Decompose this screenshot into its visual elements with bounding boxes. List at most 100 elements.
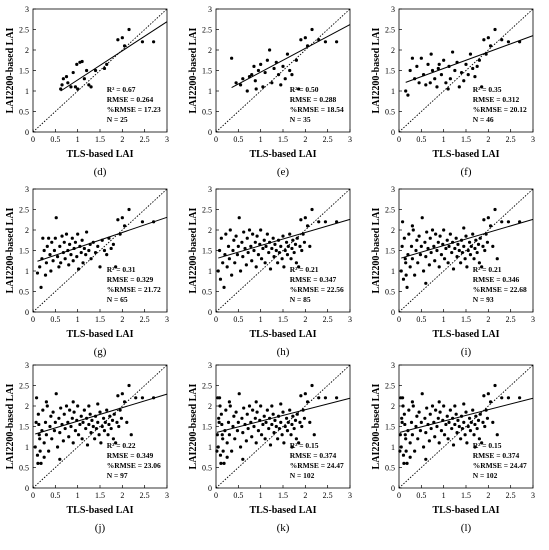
stat-text: RMSE = 0.349 (107, 451, 154, 460)
scatter-point (486, 392, 490, 396)
y-tick-label: 2 (391, 46, 395, 55)
scatter-point (477, 58, 481, 62)
scatter-point (419, 56, 423, 60)
x-tick-label: 2.5 (506, 491, 516, 500)
x-tick-label: 3 (348, 315, 352, 324)
x-tick-label: 1 (442, 491, 446, 500)
scatter-point (428, 412, 432, 416)
scatter-point (294, 437, 298, 441)
scatter-point (398, 433, 402, 437)
scatter-point (335, 396, 339, 400)
panel-label: (l) (461, 522, 472, 534)
x-tick-label: 2 (303, 491, 307, 500)
x-tick-label: 1.5 (278, 135, 288, 144)
scatter-point (410, 433, 414, 437)
scatter-point (265, 232, 269, 236)
scatter-point (453, 422, 457, 427)
scatter-point (310, 383, 314, 388)
scatter-panel: 0 0.5 1 1.5 2 2.5 3 0 0.5 1 1.5 2 2.5 3 R² = 0.15RMSE … (188, 361, 352, 534)
scatter-point (413, 77, 417, 81)
scatter-point (290, 445, 294, 449)
scatter-point (42, 455, 46, 459)
scatter-point (262, 414, 266, 418)
y-tick-label: 0 (25, 128, 29, 137)
scatter-point (265, 408, 269, 412)
scatter-point (110, 418, 115, 422)
scatter-point (435, 248, 439, 253)
scatter-point (34, 420, 38, 424)
scatter-point (59, 406, 63, 410)
scatter-point (473, 246, 477, 251)
scatter-point (474, 414, 478, 418)
scatter-point (84, 426, 88, 431)
scatter-point (96, 402, 100, 406)
scatter-point (247, 228, 252, 232)
scatter-point (71, 70, 75, 75)
scatter-point (462, 402, 466, 406)
scatter-point (417, 410, 421, 414)
scatter-point (423, 240, 427, 244)
scatter-point (480, 85, 484, 89)
scatter-point (233, 437, 237, 441)
scatter-point (453, 404, 457, 408)
x-tick-label: 0.5 (416, 491, 426, 500)
scatter-point (294, 58, 298, 62)
scatter-point (102, 66, 107, 71)
stat-text: N = 46 (473, 115, 494, 124)
stat-text: R² = 0.22 (107, 441, 136, 450)
scatter-point (261, 246, 265, 251)
scatter-point (410, 400, 414, 404)
x-tick-label: 2.5 (323, 135, 333, 144)
scatter-point (405, 285, 409, 289)
scatter-point (79, 250, 83, 255)
scatter-point (312, 433, 316, 437)
scatter-point (300, 248, 304, 253)
scatter-point (241, 255, 245, 259)
stat-text: N = 102 (473, 471, 498, 480)
scatter-point (488, 400, 493, 404)
stat-text: R² = 0.31 (107, 265, 136, 274)
scatter-point (317, 38, 321, 42)
scatter-point (71, 259, 75, 263)
scatter-point (290, 73, 294, 77)
scatter-point (478, 236, 482, 240)
scatter-point (230, 449, 234, 453)
scatter-point (251, 408, 255, 412)
scatter-point (398, 449, 402, 453)
scatter-point (455, 255, 459, 259)
scatter-point (93, 250, 98, 255)
scatter-panel: 0 0.5 1 1.5 2 2.5 3 0 0.5 1 1.5 2 2.5 3 R² = 0.67RMSE … (5, 5, 169, 178)
scatter-point (91, 240, 95, 244)
scatter-point (127, 27, 131, 32)
scatter-point (217, 396, 222, 400)
scatter-point (430, 404, 435, 408)
scatter-point (89, 431, 93, 435)
scatter-point (90, 418, 94, 422)
scatter-point (439, 253, 444, 257)
scatter-point (453, 246, 457, 251)
scatter-point (477, 437, 481, 441)
scatter-point (285, 52, 290, 56)
scatter-point (420, 216, 424, 220)
scatter-point (413, 273, 417, 277)
scatter-point (270, 81, 274, 85)
scatter-point (40, 429, 44, 433)
scatter-point (76, 87, 80, 91)
scatter-point (61, 439, 65, 443)
scatter-point (73, 429, 78, 433)
y-tick-label: 0 (25, 484, 29, 493)
y-tick-label: 1.5 (202, 67, 212, 76)
scatter-point (234, 410, 238, 414)
y-tick-label: 0.5 (385, 464, 395, 473)
scatter-point (78, 244, 82, 248)
scatter-point (234, 234, 238, 238)
scatter-point (404, 273, 408, 277)
scatter-point (276, 238, 281, 242)
scatter-point (57, 416, 61, 420)
x-tick-label: 2 (120, 135, 124, 144)
scatter-point (400, 220, 405, 224)
y-tick-label: 3 (391, 5, 395, 14)
scatter-point (464, 410, 468, 414)
y-tick-label: 2 (25, 226, 29, 235)
x-tick-label: 0 (397, 135, 401, 144)
